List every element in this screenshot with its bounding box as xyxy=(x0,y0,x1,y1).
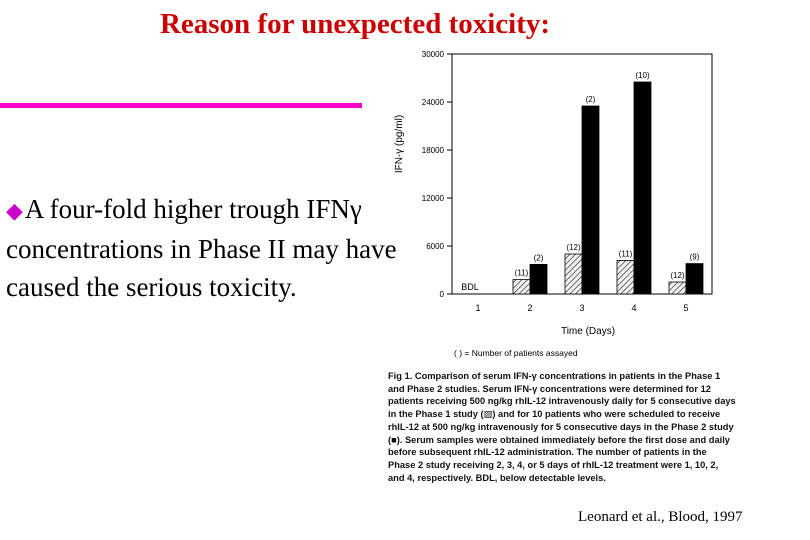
y-tick-label: 30000 xyxy=(422,50,445,59)
y-tick-label: 6000 xyxy=(426,242,444,251)
data-label: (12) xyxy=(566,243,581,252)
bullet-point: ◆A four-fold higher trough IFNγ concentr… xyxy=(6,190,406,306)
bar xyxy=(512,279,531,295)
x-tick-label: 4 xyxy=(631,303,636,313)
ifn-gamma-bar-chart: 0 6000 12000 18000 24000 30000 IFN-γ (pg/ml) 1 2… xyxy=(394,50,713,358)
bar xyxy=(633,81,652,295)
y-axis-label: IFN-γ (pg/ml) xyxy=(394,115,405,173)
data-label: (11) xyxy=(619,249,633,258)
x-tick-label: 2 xyxy=(527,303,532,313)
data-label: (10) xyxy=(635,71,650,80)
data-label: (12) xyxy=(670,271,685,280)
x-axis-label: Time (Days) xyxy=(561,326,615,337)
y-tick-label: 12000 xyxy=(422,194,445,203)
diamond-bullet-icon: ◆ xyxy=(6,198,23,223)
bar xyxy=(616,259,635,295)
data-label: BDL xyxy=(461,282,479,292)
slide-title: Reason for unexpected toxicity: xyxy=(159,8,551,40)
data-label: (9) xyxy=(690,253,700,262)
chart-footnote: ( ) = Number of patients assayed xyxy=(454,348,578,358)
x-tick-label: 3 xyxy=(579,303,584,313)
x-tick-label: 1 xyxy=(475,303,480,313)
bar xyxy=(685,263,704,295)
title-underline xyxy=(0,103,362,108)
data-label: (2) xyxy=(534,253,544,262)
y-tick-label: 18000 xyxy=(422,146,445,155)
y-tick-label: 0 xyxy=(440,290,445,299)
figure-caption: Fig 1. Comparison of serum IFN-γ concent… xyxy=(388,371,736,483)
bar xyxy=(668,281,687,295)
data-label: (2) xyxy=(586,95,596,104)
x-tick-label: 5 xyxy=(683,303,688,313)
bullet-text: A four-fold higher trough IFNγ concentra… xyxy=(6,194,397,302)
bar xyxy=(529,263,548,295)
y-tick-label: 24000 xyxy=(422,98,445,107)
data-label: (11) xyxy=(515,269,529,278)
citation: Leonard et al., Blood, 1997 xyxy=(578,509,743,525)
bar xyxy=(581,105,600,295)
bar xyxy=(564,253,583,295)
